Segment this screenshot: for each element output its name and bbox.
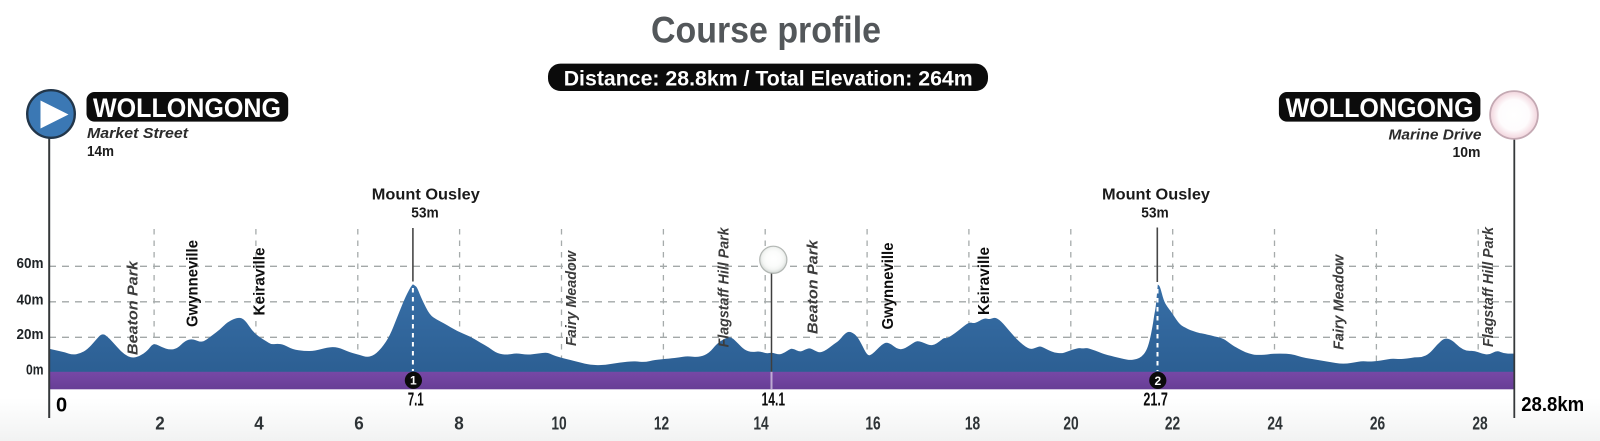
svg-text:14.1: 14.1	[762, 388, 786, 409]
svg-text:Gwynneville: Gwynneville	[880, 242, 897, 329]
svg-text:Flagstaff Hill Park: Flagstaff Hill Park	[1480, 226, 1497, 347]
svg-text:16: 16	[865, 413, 880, 433]
svg-text:20: 20	[1063, 413, 1078, 433]
svg-text:26: 26	[1370, 413, 1385, 433]
svg-text:Beaton Park: Beaton Park	[125, 260, 142, 355]
svg-text:Fairy Meadow: Fairy Meadow	[1331, 254, 1348, 350]
svg-text:14: 14	[753, 413, 768, 433]
svg-text:Mount Ousley: Mount Ousley	[1102, 186, 1210, 203]
svg-text:Mount Ousley: Mount Ousley	[372, 186, 480, 203]
svg-text:20m: 20m	[17, 326, 44, 343]
svg-text:1: 1	[410, 374, 417, 388]
svg-text:Gwynneville: Gwynneville	[184, 240, 201, 327]
svg-text:22: 22	[1165, 413, 1180, 433]
svg-text:Keiraville: Keiraville	[976, 247, 993, 315]
svg-text:2: 2	[155, 413, 165, 433]
svg-text:53m: 53m	[411, 205, 439, 222]
svg-text:Fairy Meadow: Fairy Meadow	[563, 250, 580, 346]
svg-text:4: 4	[254, 413, 264, 433]
svg-text:8: 8	[454, 413, 464, 433]
svg-text:24: 24	[1267, 413, 1282, 433]
svg-text:Marine Drive: Marine Drive	[1389, 128, 1482, 144]
svg-text:Course profile: Course profile	[651, 9, 881, 50]
svg-text:6: 6	[354, 413, 364, 433]
svg-text:12: 12	[654, 413, 669, 433]
svg-text:18: 18	[965, 413, 980, 433]
svg-text:28: 28	[1472, 413, 1487, 433]
svg-text:10m: 10m	[1453, 145, 1481, 161]
svg-text:Beaton Park: Beaton Park	[805, 239, 822, 334]
svg-text:Distance: 28.8km / Total Eleva: Distance: 28.8km / Total Elevation: 264m	[564, 66, 973, 90]
svg-text:WOLLONGONG: WOLLONGONG	[93, 93, 281, 123]
svg-text:60m: 60m	[17, 255, 44, 272]
svg-text:28.8km: 28.8km	[1521, 394, 1584, 416]
svg-text:0: 0	[56, 394, 67, 416]
svg-text:WOLLONGONG: WOLLONGONG	[1286, 93, 1474, 123]
svg-text:10: 10	[551, 413, 566, 433]
svg-text:Flagstaff Hill Park: Flagstaff Hill Park	[716, 227, 733, 348]
svg-text:0m: 0m	[26, 361, 44, 378]
svg-text:Market Street: Market Street	[87, 126, 189, 142]
svg-text:14m: 14m	[87, 144, 114, 160]
svg-text:Keiraville: Keiraville	[251, 247, 268, 315]
svg-text:2: 2	[1154, 374, 1161, 388]
svg-text:53m: 53m	[1141, 205, 1169, 222]
svg-text:7.1: 7.1	[408, 388, 424, 409]
svg-text:21.7: 21.7	[1143, 388, 1168, 409]
svg-text:40m: 40m	[17, 292, 44, 309]
